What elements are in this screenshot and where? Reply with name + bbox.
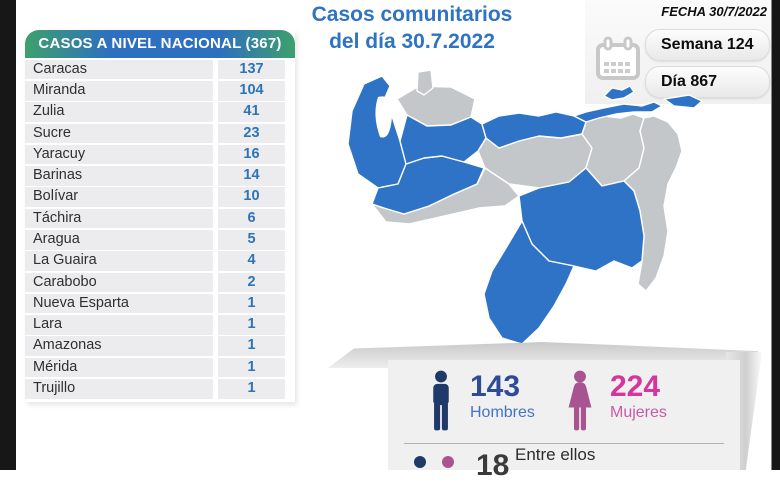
men-stat: 143 Hombres: [424, 370, 535, 432]
state-cases: 1: [218, 293, 285, 314]
table-row: Mérida 1: [25, 357, 285, 378]
calendar-icon: [596, 36, 640, 80]
state-name: La Guaira: [25, 251, 213, 271]
women-count: 224: [610, 370, 661, 403]
table-row: Caracas 137: [25, 59, 285, 80]
woman-pictogram-icon: [568, 370, 592, 431]
state-name: Barinas: [25, 166, 213, 186]
state-cases: 4: [218, 251, 285, 271]
page-title: Casos comunitarios del día 30.7.2022: [298, 1, 526, 55]
among-label: Entre ellos: [515, 445, 596, 464]
table-row: Sucre 23: [25, 123, 285, 144]
state-name: Trujillo: [25, 378, 213, 399]
state-cases: 137: [218, 59, 285, 80]
right-black-bar: [771, 0, 780, 470]
state-cases: 16: [218, 144, 285, 165]
state-name: Bolívar: [25, 187, 213, 207]
day-badge: Día 867: [645, 66, 770, 98]
woman-dot-icon: [442, 456, 454, 468]
state-cases: 2: [218, 272, 285, 293]
state-name: Amazonas: [25, 336, 213, 356]
state-name: Nueva Esparta: [25, 293, 213, 314]
map-region-paraguana: [416, 69, 434, 96]
state-cases: 1: [218, 315, 285, 335]
state-cases: 1: [218, 336, 285, 356]
table-row: Bolívar 10: [25, 187, 285, 207]
cases-table-body: Caracas 137 Miranda 104 Zulia 41 Sucre 23 Yaracu…: [25, 59, 295, 399]
state-cases: 5: [218, 229, 285, 250]
cases-table: CASOS A NIVEL NACIONAL (367) Caracas 137 M…: [25, 30, 295, 402]
state-cases: 6: [218, 208, 285, 229]
state-cases: 1: [218, 357, 285, 378]
table-row: Táchira 6: [25, 208, 285, 229]
state-name: Yaracuy: [25, 144, 213, 165]
map-region-paria: [663, 94, 703, 109]
state-name: Caracas: [25, 59, 213, 80]
men-count: 143: [470, 370, 521, 403]
table-row: Miranda 104: [25, 80, 285, 101]
gender-stats-panel: 143 Hombres 224 Mujeres 18 Entre ellos: [388, 360, 740, 482]
table-row: Nueva Esparta 1: [25, 293, 285, 314]
page-title-line2: del día 30.7.2022: [329, 30, 495, 53]
map-region-lara-yaracuy: [399, 114, 487, 165]
table-row: Zulia 41: [25, 102, 285, 122]
state-name: Zulia: [25, 102, 213, 122]
man-pictogram-icon: [433, 370, 449, 431]
table-row: Yaracuy 16: [25, 144, 285, 165]
map-region-sucre: [573, 101, 663, 123]
table-row: Barinas 14: [25, 166, 285, 186]
state-cases: 41: [218, 102, 285, 122]
fecha-label: FECHA 30/7/2022: [661, 4, 767, 19]
table-row: Carabobo 2: [25, 272, 285, 293]
table-row: La Guaira 4: [25, 251, 285, 271]
week-badge: Semana 124: [645, 29, 770, 61]
man-dot-icon: [414, 456, 426, 468]
map-region-andes: [371, 155, 485, 215]
state-name: Mérida: [25, 357, 213, 378]
page-title-line1: Casos comunitarios: [311, 3, 513, 26]
men-label: Hombres: [470, 404, 535, 421]
stats-divider: [404, 443, 724, 444]
table-row: Amazonas 1: [25, 336, 285, 356]
venezuela-map: [347, 69, 703, 345]
state-cases: 23: [218, 123, 285, 144]
state-cases: 14: [218, 166, 285, 186]
state-name: Carabobo: [25, 272, 213, 293]
state-name: Sucre: [25, 123, 213, 144]
table-row: Aragua 5: [25, 229, 285, 250]
lake-maracaibo: [375, 96, 393, 138]
cases-table-header: CASOS A NIVEL NACIONAL (367): [25, 30, 295, 58]
state-name: Táchira: [25, 208, 213, 229]
map-region-nueva-esparta: [603, 85, 635, 101]
among-count: 18: [476, 449, 510, 482]
state-cases: 10: [218, 187, 285, 207]
state-name: Aragua: [25, 229, 213, 250]
table-row: Trujillo 1: [25, 378, 285, 399]
map-region-central-coast: [481, 111, 587, 149]
state-name: Miranda: [25, 80, 213, 101]
state-name: Lara: [25, 315, 213, 335]
table-row: Lara 1: [25, 315, 285, 335]
state-cases: 1: [218, 378, 285, 399]
women-label: Mujeres: [610, 404, 667, 421]
left-black-bar: [0, 0, 16, 470]
women-stat: 224 Mujeres: [562, 370, 667, 432]
state-cases: 104: [218, 80, 285, 101]
map-region-zulia: [347, 75, 407, 189]
map-region-amazonas: [483, 220, 575, 345]
